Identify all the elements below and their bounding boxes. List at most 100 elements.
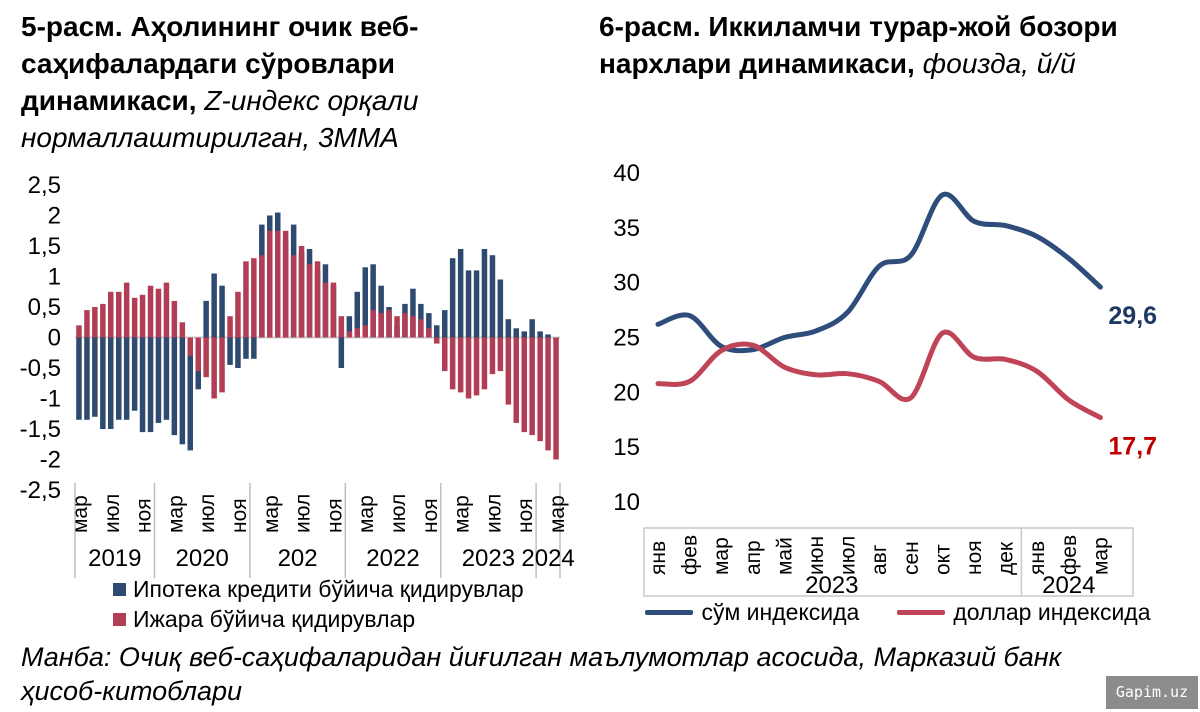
- bar: [354, 291, 360, 338]
- sum-index-label: сўм индексида: [701, 599, 860, 625]
- x-tick-label: мар: [69, 495, 92, 533]
- bar: [227, 316, 233, 338]
- bar: [338, 337, 345, 368]
- sum-index-swatch: [645, 610, 694, 615]
- x-tick-label: янв: [647, 541, 670, 575]
- x-tick-label: июл: [482, 494, 505, 533]
- rent-series-label: Ижара бўйича қидирувлар: [133, 606, 416, 632]
- year-label: 2024: [521, 545, 574, 572]
- bar: [449, 258, 456, 338]
- bar: [473, 337, 480, 396]
- bar: [275, 230, 281, 338]
- y-tick-label: 1,5: [28, 233, 61, 260]
- y-tick-label: 30: [613, 270, 640, 297]
- bar: [290, 255, 297, 338]
- bar: [282, 230, 289, 338]
- bar: [76, 337, 82, 420]
- dollar-index-label: доллар индексида: [953, 599, 1151, 625]
- bar: [211, 273, 217, 338]
- x-tick-label: июл: [101, 494, 124, 533]
- bar: [410, 316, 416, 338]
- bar: [123, 282, 130, 338]
- x-tick-label: окт: [931, 544, 954, 575]
- bar: [505, 319, 512, 338]
- year-label: 202: [278, 545, 318, 572]
- bar: [219, 337, 225, 393]
- year-label: 2023: [805, 572, 858, 599]
- x-tick-label: мар: [1089, 537, 1112, 575]
- bar: [370, 264, 376, 338]
- legend-item-mortgage: Ипотека кредити бўйича қидирувлар: [113, 574, 524, 604]
- x-tick-label: фев: [679, 535, 702, 575]
- bar: [402, 313, 408, 338]
- bar: [123, 337, 130, 420]
- bar: [521, 337, 527, 433]
- y-tick-label: 40: [613, 160, 640, 187]
- bar: [553, 337, 559, 460]
- right-chart-title: 6-расм. Иккиламчи турар-жой бозори нархл…: [599, 8, 1191, 82]
- legend-item-rent: Ижара бўйича қидирувлар: [113, 604, 524, 634]
- bar: [179, 322, 186, 338]
- bar: [473, 270, 480, 338]
- bar: [434, 337, 440, 344]
- year-label: 2020: [176, 545, 229, 572]
- x-tick-label: ноя: [133, 498, 156, 533]
- bar: [505, 337, 512, 405]
- bar: [84, 310, 90, 338]
- bar: [92, 307, 98, 338]
- x-tick-label: июл: [292, 494, 315, 533]
- x-tick-label: июл: [387, 494, 410, 533]
- bar: [306, 264, 313, 338]
- y-tick-label: -1: [40, 386, 61, 413]
- dollar-index-value-label: 17,7: [1108, 433, 1157, 461]
- y-tick-label: 0: [48, 325, 61, 352]
- y-tick-label: 35: [613, 215, 640, 242]
- bar: [92, 337, 98, 417]
- year-label: 2024: [1042, 572, 1095, 599]
- bar: [139, 337, 146, 433]
- legend-item-dollar-index: доллар индексида: [897, 599, 1151, 626]
- bar: [267, 230, 273, 338]
- x-tick-label: июн: [805, 536, 828, 575]
- y-tick-label: 0,5: [28, 294, 61, 321]
- year-label: 2022: [366, 545, 419, 572]
- dollar-index-swatch: [897, 610, 946, 615]
- bar: [354, 328, 360, 338]
- bar: [497, 279, 504, 338]
- bar: [179, 337, 186, 445]
- right-chart-title-bold: 6-расм. Иккиламчи турар-жой бозори нархл…: [599, 11, 1118, 79]
- bar: [362, 267, 368, 338]
- bar: [108, 337, 114, 429]
- y-tick-label: -1,5: [20, 416, 61, 443]
- bar: [370, 310, 376, 338]
- y-tick-label: -0,5: [20, 355, 61, 382]
- bar: [139, 294, 146, 338]
- dollar-index-line: [655, 329, 1103, 421]
- left-chart-title-bold: 5-расм. Аҳолининг очик веб-саҳифалардаги…: [21, 11, 419, 116]
- bar: [187, 337, 193, 451]
- bar: [259, 255, 265, 338]
- bar: [235, 337, 241, 368]
- y-tick-label: 1: [48, 264, 61, 291]
- bar: [251, 337, 257, 359]
- bar: [378, 313, 384, 338]
- x-tick-label: ноя: [323, 498, 346, 533]
- bar: [529, 337, 535, 436]
- mortgage-series-swatch: [113, 582, 126, 596]
- bar: [155, 337, 162, 423]
- bar: [497, 337, 504, 372]
- x-tick-label: мар: [710, 537, 733, 575]
- bar: [513, 337, 519, 423]
- bar: [410, 288, 416, 338]
- bar: [155, 288, 162, 338]
- x-tick-label: фев: [1058, 535, 1081, 575]
- right-chart-title-italic: фоизда, й/й: [914, 48, 1076, 79]
- left-chart-title-italic: Z-индекс орқали нормаллаштирилган, 3ММА: [21, 85, 419, 153]
- bar: [545, 337, 551, 451]
- bar: [346, 331, 353, 338]
- bar: [418, 319, 424, 338]
- bar: [465, 337, 472, 399]
- bar: [378, 285, 384, 338]
